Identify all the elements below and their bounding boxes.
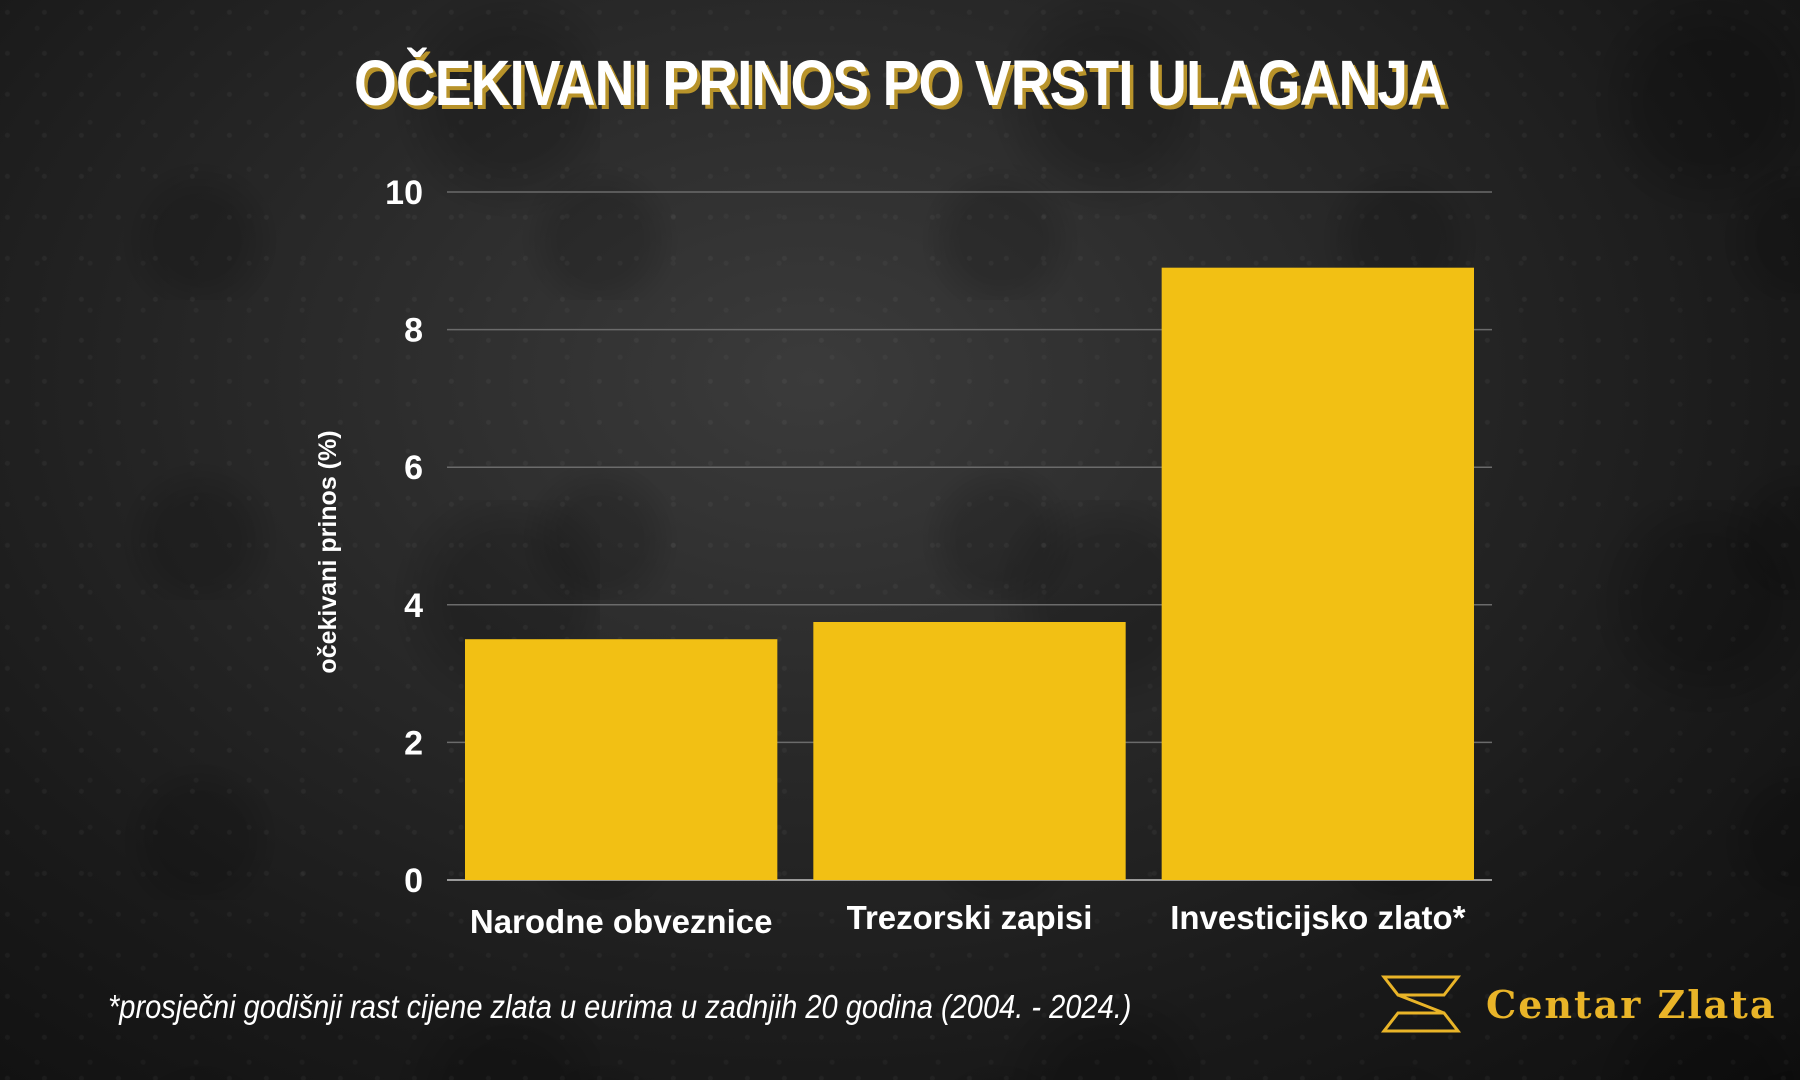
brand-name: Centar Zlata [1486, 981, 1777, 1027]
footnote: *prosječni godišnji rast cijene zlata u … [108, 988, 1132, 1025]
x-category-label: Investicijsko zlato* [1170, 899, 1465, 936]
y-tick-labels: 0 2 4 6 8 10 [385, 174, 423, 900]
x-category-labels: Narodne obveznice Trezorski zapisi Investi… [470, 899, 1466, 940]
bar [1161, 267, 1474, 880]
y-tick-label: 2 [404, 724, 423, 762]
bars [465, 267, 1474, 880]
bar [465, 639, 778, 880]
y-tick-label: 0 [404, 862, 423, 900]
gold-bar-logo-icon [1380, 975, 1462, 1033]
y-tick-label: 4 [404, 587, 423, 625]
brand-logo: Centar Zlata [1380, 972, 1776, 1036]
x-category-label: Trezorski zapisi [847, 899, 1093, 936]
y-tick-label: 6 [404, 449, 423, 487]
x-category-label: Narodne obveznice [470, 903, 773, 940]
y-tick-label: 10 [385, 174, 423, 212]
bar [813, 622, 1126, 880]
y-tick-label: 8 [404, 312, 423, 350]
chart-title: OČEKIVANI PRINOS PO VRSTI ULAGANJA [353, 47, 1447, 119]
y-axis-label: očekivani prinos (%) [314, 430, 342, 673]
